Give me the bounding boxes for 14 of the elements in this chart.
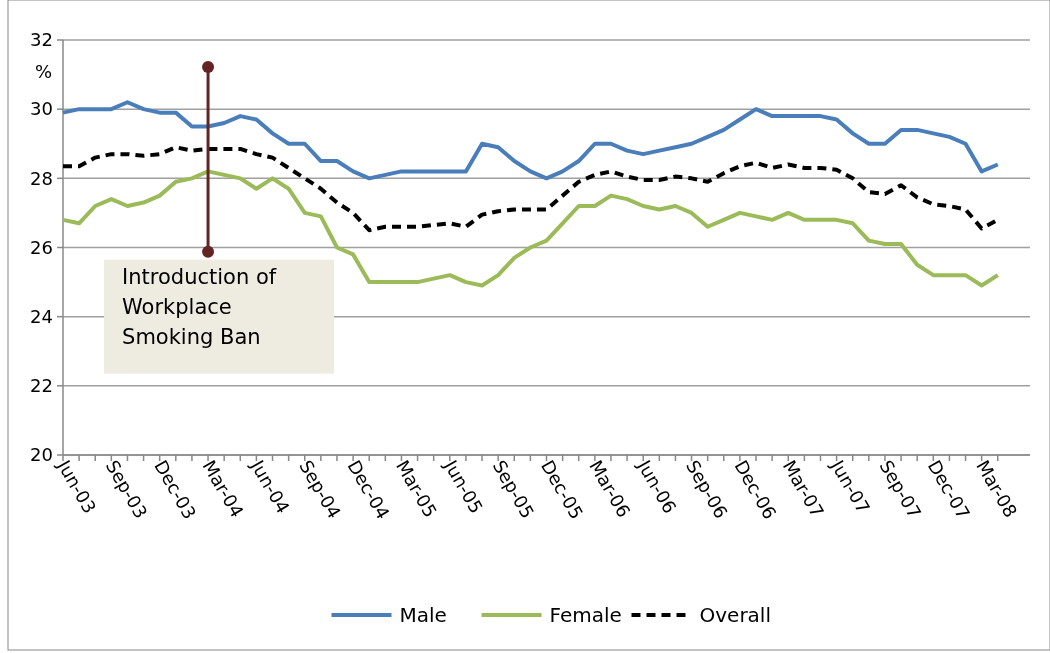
legend-label: Male [399,603,447,627]
y-tick-label: 30 [30,98,53,120]
legend-label: Female [549,603,622,627]
y-tick-label: 32 [30,29,53,51]
y-tick-label: 26 [30,236,53,258]
y-axis-title: % [35,61,53,82]
line-series [61,100,1000,181]
ref-line-label: Introduction of Workplace Smoking Ban [122,264,277,349]
y-tick-label: 22 [30,375,53,397]
y-tick-label: 20 [30,444,53,466]
y-tick-label: 28 [30,167,53,189]
y-tick-label: 24 [30,305,53,327]
legend-label: Overall [699,603,771,627]
line-series [61,169,1000,288]
